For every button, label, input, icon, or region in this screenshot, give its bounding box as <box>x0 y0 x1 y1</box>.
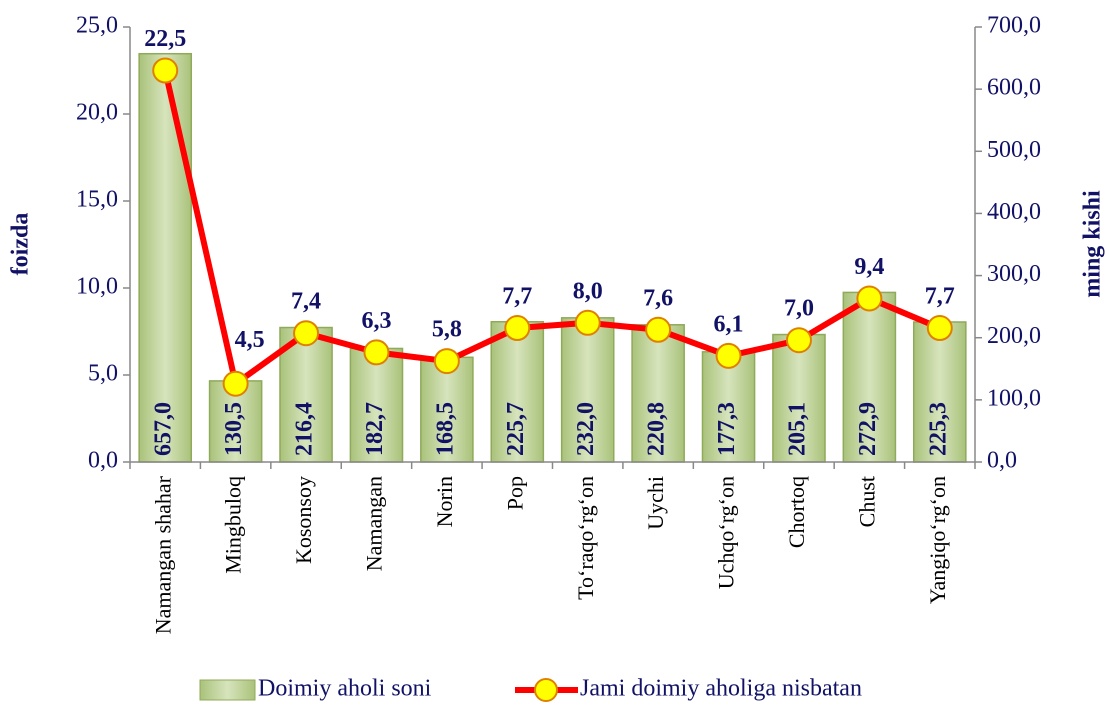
x-tick-label: Uychi <box>643 476 668 530</box>
line <box>162 69 941 387</box>
line-marker <box>856 285 883 312</box>
x-tick-label: Kosonsoy <box>291 476 316 564</box>
y2-tick-label: 400,0 <box>987 199 1041 225</box>
line-value-label: 6,1 <box>714 311 744 337</box>
x-tick-label: Norin <box>432 476 457 527</box>
bar-value-label: 225,3 <box>925 402 951 456</box>
legend-marker <box>534 678 558 702</box>
line-value-label: 22,5 <box>144 26 186 52</box>
y-tick-label: 10,0 <box>76 274 118 300</box>
bar <box>138 52 193 463</box>
bar-value-label: 657,0 <box>151 402 177 456</box>
y2-axis-label: ming kishi <box>1080 190 1106 298</box>
bar <box>560 317 615 463</box>
x-tick-label: Namangan shahar <box>150 475 175 634</box>
line-marker <box>433 348 460 375</box>
line-value-label: 4,5 <box>235 327 265 353</box>
line-marker <box>152 57 179 84</box>
line-value-label: 7,4 <box>291 289 321 315</box>
bar <box>349 347 404 463</box>
bar-value-label: 168,5 <box>432 402 458 456</box>
y2-tick-label: 700,0 <box>987 13 1041 39</box>
bar <box>279 326 333 463</box>
x-tick-label: Uchqo‘rg‘on <box>714 476 739 589</box>
y-tick-label: 15,0 <box>76 187 118 213</box>
line-value-label: 9,4 <box>854 254 884 280</box>
x-tick-label: Chust <box>854 476 879 527</box>
x-tick-label: Pop <box>502 476 527 510</box>
y2-tick-label: 100,0 <box>987 385 1041 411</box>
bar <box>842 291 897 463</box>
bar-value-label: 182,7 <box>362 402 388 456</box>
legend-label: Doimiy aholi soni <box>258 676 432 702</box>
y-tick-label: 5,0 <box>88 361 118 387</box>
x-tick-label: Chortoq <box>784 476 809 548</box>
line-value-label: 7,7 <box>502 284 532 310</box>
line-marker <box>645 316 672 343</box>
bar-value-label: 225,7 <box>503 402 529 456</box>
x-tick-label: Namangan <box>362 476 387 571</box>
y2-tick-label: 0,0 <box>987 448 1017 474</box>
line-value-label: 7,6 <box>643 285 673 311</box>
bar <box>772 333 826 463</box>
line-value-label: 7,7 <box>925 284 955 310</box>
bar-value-label: 177,3 <box>714 402 740 456</box>
y2-tick-label: 500,0 <box>987 137 1041 163</box>
y-tick-label: 0,0 <box>88 448 118 474</box>
line-marker <box>715 342 742 369</box>
y-axis-label: foizda <box>8 213 34 276</box>
y-tick-label: 25,0 <box>76 13 118 39</box>
line-marker <box>574 309 601 336</box>
bar-value-label: 220,8 <box>644 402 670 456</box>
legend-swatch <box>199 679 256 701</box>
line-value-label: 8,0 <box>573 278 603 304</box>
bar-value-label: 272,9 <box>855 402 881 456</box>
legend-label: Jami doimiy aholiga nisbatan <box>580 676 862 702</box>
bar-value-label: 130,5 <box>221 402 247 456</box>
line-marker <box>293 320 320 347</box>
line-marker <box>222 370 249 397</box>
x-tick-label: Mingbuloq <box>221 476 246 574</box>
y2-tick-label: 200,0 <box>987 323 1041 349</box>
line-value-label: 7,0 <box>784 296 814 322</box>
line-marker <box>926 315 953 342</box>
y2-tick-label: 600,0 <box>987 75 1041 101</box>
y-tick-label: 20,0 <box>76 100 118 126</box>
x-tick-label: Yangiqo‘rg‘on <box>925 476 950 604</box>
bar-value-label: 205,1 <box>784 402 810 456</box>
line-marker <box>785 327 812 354</box>
line-value-label: 5,8 <box>432 317 462 343</box>
y2-tick-label: 300,0 <box>987 261 1041 287</box>
bar <box>912 321 967 463</box>
bar-value-label: 216,4 <box>292 402 318 456</box>
bar-value-label: 232,0 <box>573 402 599 456</box>
line-marker <box>363 339 390 366</box>
line-value-label: 6,3 <box>361 308 391 334</box>
bar <box>631 324 685 463</box>
x-tick-label: To‘raqo‘rg‘on <box>573 476 598 600</box>
line-marker <box>504 315 531 342</box>
